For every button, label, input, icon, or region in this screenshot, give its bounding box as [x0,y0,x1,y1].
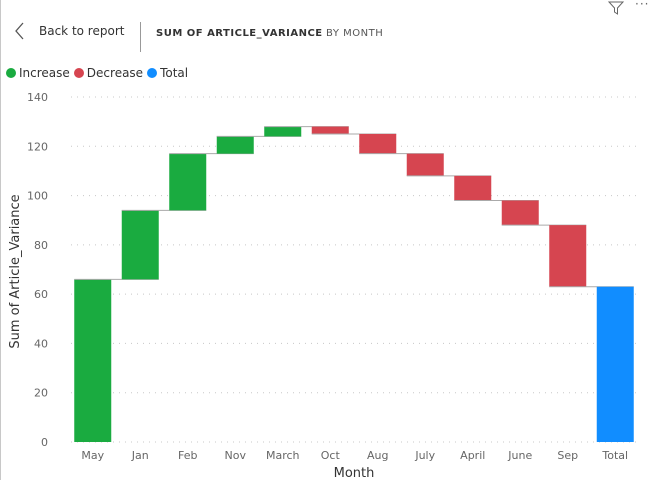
bar-nov [216,136,254,154]
y-tick-label: 140 [27,91,48,104]
legend-dot-icon [147,68,158,78]
bar-march [264,126,302,137]
x-tick-label: Jan [131,449,149,462]
legend-item-increase[interactable]: Increase [6,66,70,80]
bar-april [454,175,492,201]
header-divider [140,22,141,52]
bar-aug [359,133,397,154]
y-tick-label: 20 [34,387,48,400]
y-tick-label: 120 [27,140,48,153]
more-options-button[interactable]: ··· [635,0,650,11]
filter-icon[interactable] [607,0,625,19]
x-tick-label: July [414,449,435,462]
legend-label: Total [160,66,189,80]
x-tick-label: Nov [225,449,247,462]
y-tick-label: 80 [34,239,48,252]
visual-title: SUM OF ARTICLE_VARIANCE [156,28,323,39]
bar-feb [169,153,207,211]
x-tick-label: Aug [367,449,388,462]
chevron-left-icon [15,22,24,40]
legend-label: Increase [19,66,70,80]
x-tick-label: Sep [557,449,578,462]
y-tick-label: 60 [34,288,48,301]
x-tick-label: March [266,449,300,462]
y-tick-label: 0 [41,436,48,449]
legend-dot-icon [73,68,84,78]
bar-july [406,153,444,176]
visual-subtitle: BY MONTH [326,28,384,39]
y-tick-label: 40 [34,337,48,350]
bar-oct [311,126,349,134]
x-axis-title: Month [334,466,375,480]
bar-total [596,286,634,442]
back-label: Back to report [39,24,125,38]
legend-label: Decrease [86,66,144,80]
legend-item-decrease[interactable]: Decrease [73,66,144,80]
back-to-report-button[interactable]: Back to report [15,22,124,40]
x-tick-label: Total [601,449,628,462]
y-axis-title: Sum of Article_Variance [8,194,23,348]
legend-dot-icon [6,68,16,78]
y-tick-label: 100 [27,190,48,203]
bar-may [74,279,112,442]
x-tick-label: June [507,449,532,462]
bar-june [501,200,539,226]
x-tick-label: Oct [321,449,341,462]
legend-item-total[interactable]: Total [147,66,188,80]
bar-jan [121,210,159,280]
x-tick-label: Feb [178,449,197,462]
bar-sep [549,225,587,287]
x-tick-label: May [81,449,104,462]
x-tick-label: April [460,449,485,462]
legend: Increase Decrease Total [6,66,192,80]
